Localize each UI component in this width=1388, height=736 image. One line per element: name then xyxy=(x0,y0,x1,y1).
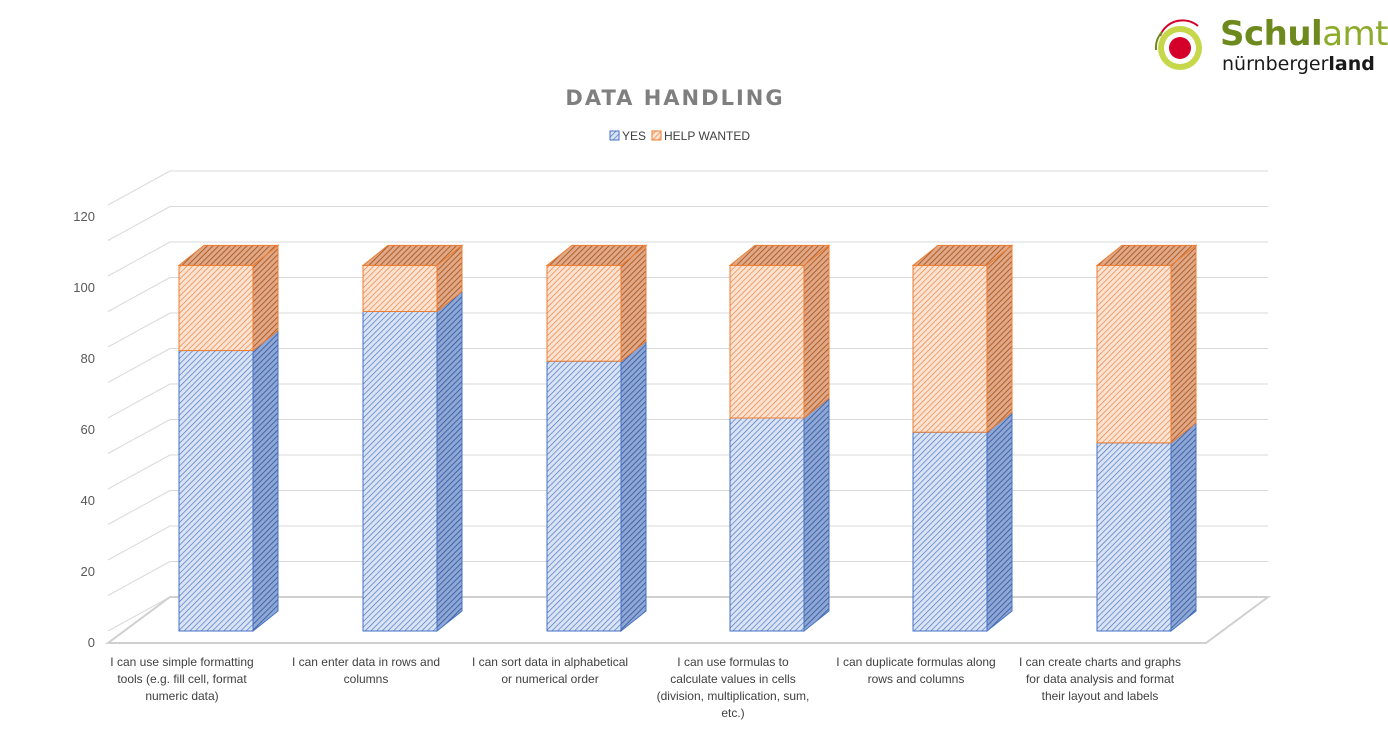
x-tick-label-line: tools (e.g. fill cell, format xyxy=(117,672,247,686)
x-tick-label: I can enter data in rows and columns xyxy=(271,654,461,688)
logo-name: Schulamt xyxy=(1220,14,1388,54)
x-tick-label-line: (division, multiplication, sum, xyxy=(656,689,810,703)
bar-help-wanted xyxy=(178,264,254,352)
bar-side-help-wanted xyxy=(986,244,1013,434)
bar-help-wanted xyxy=(1096,264,1172,444)
legend-label: HELP WANTED xyxy=(664,129,750,143)
legend-label: YES xyxy=(622,129,646,143)
chart-title: DATA HANDLING xyxy=(565,86,784,110)
bar-yes xyxy=(546,360,622,632)
y-tick-label: 120 xyxy=(73,209,95,224)
bar-top-face xyxy=(1095,244,1198,266)
bar-help-wanted xyxy=(729,264,805,419)
y-tick-label: 40 xyxy=(81,493,95,508)
chart-legend: YES HELP WANTED xyxy=(609,129,750,143)
gridline-side xyxy=(107,561,171,596)
bar-yes xyxy=(912,431,988,632)
x-tick-label-line: for data analysis and format xyxy=(1025,672,1175,686)
x-tick-label-line: numeric data) xyxy=(145,689,219,703)
bar-side-yes xyxy=(1170,421,1197,633)
gridline-side xyxy=(107,206,171,241)
bar-side-yes xyxy=(252,329,279,633)
chart-floor xyxy=(104,596,1272,644)
x-tick-label-line: columns xyxy=(343,672,389,686)
x-tick-label-line: I can duplicate formulas along xyxy=(836,655,996,669)
bar-side-help-wanted xyxy=(1170,244,1197,444)
gridline-side xyxy=(107,277,171,312)
x-tick-label-line: calculate values in cells xyxy=(670,672,796,686)
bar-help-wanted xyxy=(362,264,438,313)
bar-top-face xyxy=(911,244,1014,266)
gridline-side xyxy=(107,383,171,419)
bar-top-face xyxy=(361,244,464,266)
x-tick-label-line: I can create charts and graphs xyxy=(1018,655,1182,669)
x-tick-label: I can use formulas to calculate values in… xyxy=(638,654,828,722)
x-tick-label: I can duplicate formulas along rows and c… xyxy=(821,654,1011,688)
bar-side-yes xyxy=(436,290,463,633)
x-tick-label-line: I can use simple formatting xyxy=(110,655,254,669)
y-tick-label: 20 xyxy=(81,564,95,579)
bar-help-wanted xyxy=(912,264,988,433)
x-tick-label: I can use simple formatting tools (e.g. f… xyxy=(87,654,277,705)
x-tick-label-line: etc.) xyxy=(721,706,745,720)
x-tick-label-line: I can enter data in rows and xyxy=(291,655,441,669)
x-tick-label: I can create charts and graphs for data a… xyxy=(1005,654,1195,705)
chart-bars xyxy=(177,244,1198,633)
chart-grid xyxy=(104,170,1272,644)
y-tick-label: 60 xyxy=(81,422,95,437)
y-tick-label: 80 xyxy=(81,351,95,366)
bar-top-face xyxy=(177,244,280,266)
logo-subname: nürnbergerland xyxy=(1222,53,1375,75)
bar-help-wanted xyxy=(546,264,622,362)
bar-side-yes xyxy=(620,340,647,633)
x-tick-label: I can sort data in alphabetical or numeri… xyxy=(455,654,645,688)
x-tick-label-line: their layout and labels xyxy=(1041,689,1159,703)
schulamt-logo: Schulamt nürnbergerland xyxy=(1150,10,1388,80)
bar-side-help-wanted xyxy=(803,244,830,420)
bar-side-yes xyxy=(803,396,830,633)
x-tick-label-line: rows and columns xyxy=(867,672,965,686)
x-tick-label-line: I can sort data in alphabetical xyxy=(471,655,629,669)
gridline-side xyxy=(107,312,171,348)
bar-yes xyxy=(362,311,438,632)
gridline-side xyxy=(107,241,171,277)
gridline-side xyxy=(107,419,171,454)
logo-emblem-icon xyxy=(1154,19,1202,70)
y-tick-label: 100 xyxy=(73,280,95,295)
bar-top-face xyxy=(728,244,831,266)
y-axis-ticks: 0 20 40 60 80 100 120 xyxy=(73,209,95,650)
bar-yes xyxy=(178,350,254,632)
legend-swatch xyxy=(609,130,620,141)
x-tick-label-line: or numerical order xyxy=(501,672,599,686)
legend-swatch xyxy=(651,130,662,141)
gridline-side xyxy=(107,596,171,632)
x-tick-label-line: I can use formulas to xyxy=(677,655,789,669)
bar-yes xyxy=(1096,442,1172,632)
bar-top-face xyxy=(545,244,648,266)
gridline-side xyxy=(107,348,171,383)
gridline-side xyxy=(107,525,171,561)
gridline-side xyxy=(107,170,171,206)
gridline-side xyxy=(107,454,171,490)
bar-side-yes xyxy=(986,411,1013,633)
gridline-side xyxy=(107,490,171,525)
bar-yes xyxy=(729,417,805,632)
y-tick-label: 0 xyxy=(88,635,95,650)
